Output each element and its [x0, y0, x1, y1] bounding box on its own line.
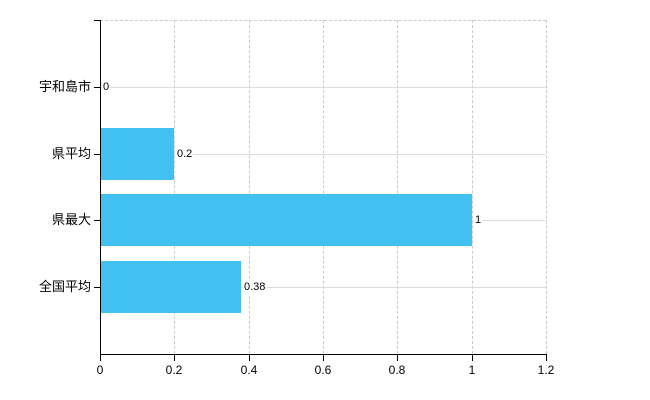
x-axis-tick: [100, 355, 101, 361]
x-axis-tick: [323, 355, 324, 361]
x-tick-label: 0.2: [165, 363, 183, 377]
y-axis-tick: [94, 220, 100, 221]
horizontal-gridline: [101, 287, 546, 288]
x-axis-tick: [397, 355, 398, 361]
y-axis-tick: [94, 287, 100, 288]
x-tick-label: 0: [96, 363, 104, 377]
value-label: 0.2: [176, 148, 194, 161]
value-label: 0: [102, 81, 111, 94]
bar: [101, 261, 241, 313]
bar: [101, 128, 174, 180]
category-label: 県平均: [51, 146, 91, 161]
bar: [101, 194, 472, 246]
y-axis: [100, 20, 101, 355]
x-axis: [100, 354, 547, 355]
value-label: 1: [474, 214, 483, 227]
value-label: 0.38: [243, 281, 267, 294]
x-axis-tick: [249, 355, 250, 361]
category-label: 宇和島市: [38, 79, 91, 94]
category-label: 県最大: [51, 212, 91, 227]
x-axis-tick: [546, 355, 547, 361]
x-tick-label: 0.8: [388, 363, 406, 377]
vertical-gridline: [248, 20, 250, 354]
y-axis-tick: [94, 154, 100, 155]
category-label: 全国平均: [38, 279, 91, 294]
vertical-gridline: [174, 20, 176, 354]
y-axis-tick: [94, 87, 100, 88]
x-axis-tick: [174, 355, 175, 361]
vertical-gridline: [546, 20, 547, 354]
vertical-gridline: [471, 20, 473, 354]
vertical-gridline: [323, 20, 324, 354]
horizontal-gridline: [101, 87, 546, 88]
x-tick-label: 1.2: [537, 363, 555, 377]
x-tick-label: 1: [468, 363, 476, 377]
y-axis-tick: [94, 20, 100, 21]
x-tick-label: 0.6: [314, 363, 332, 377]
vertical-gridline: [397, 20, 399, 354]
x-tick-label: 0.4: [240, 363, 258, 377]
x-axis-tick: [472, 355, 473, 361]
horizontal-gridline: [101, 154, 546, 155]
